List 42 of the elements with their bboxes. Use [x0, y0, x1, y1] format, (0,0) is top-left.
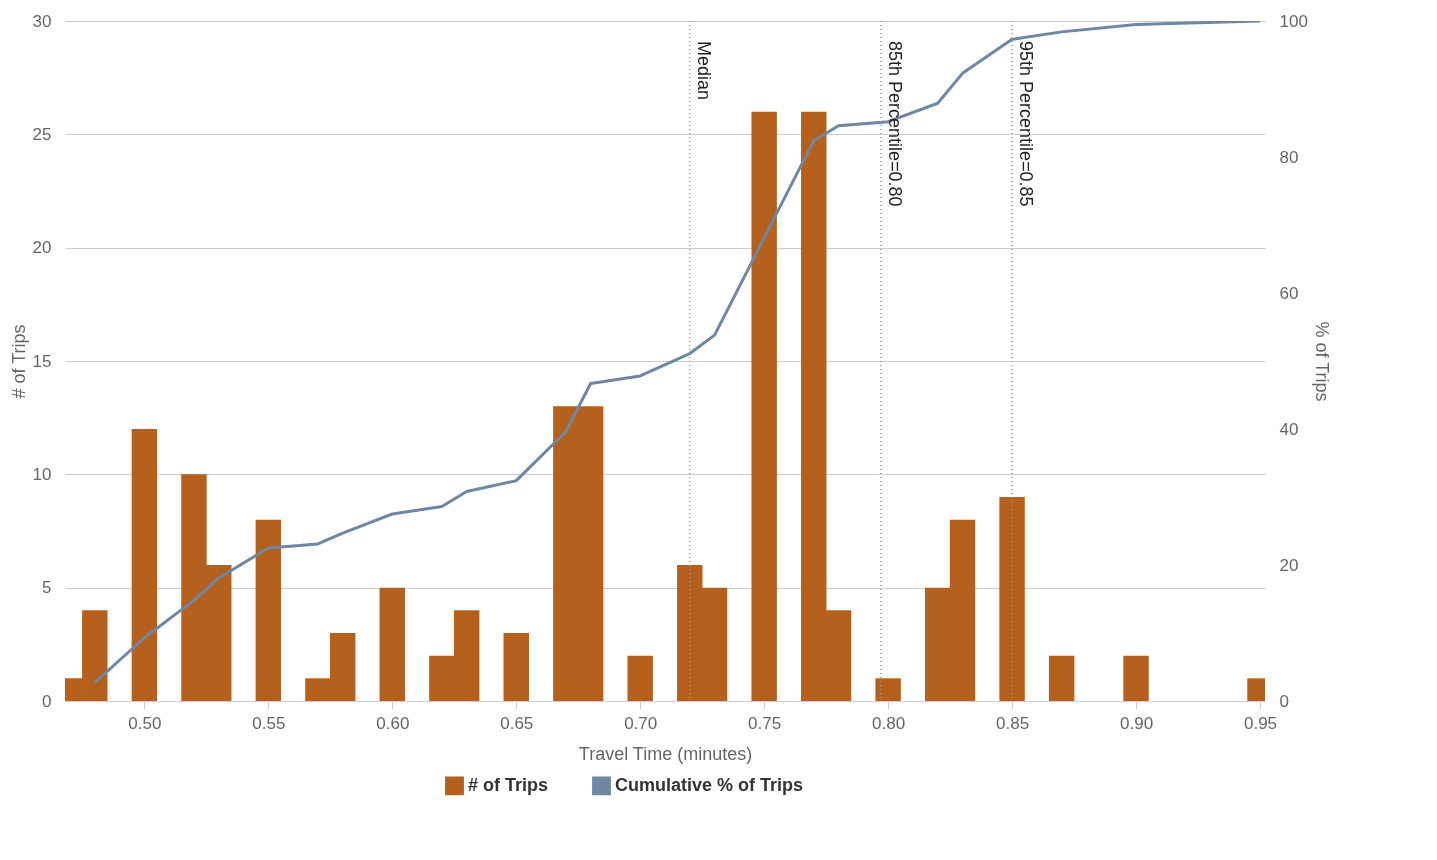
legend-label: Cumulative % of Trips: [615, 774, 804, 795]
ref-line-label: 85th Percentile=0.80: [884, 41, 905, 207]
ref-line-label: 95th Percentile=0.85: [1016, 41, 1037, 207]
bar: [751, 111, 777, 701]
bar: [503, 633, 529, 701]
y2-tick-label: 60: [1279, 283, 1299, 303]
bar: [1048, 655, 1075, 701]
bar: [379, 587, 405, 701]
y2-tick-label: 20: [1279, 555, 1299, 575]
y-tick-label: 20: [32, 238, 52, 258]
y-tick-label: 0: [42, 691, 52, 711]
x-tick-label: 0.85: [996, 713, 1030, 733]
y2-tick-label: 0: [1279, 691, 1289, 711]
y2-tick-label: 40: [1279, 419, 1299, 439]
x-tick-label: 0.70: [624, 713, 658, 733]
line-series: [93, 21, 1262, 685]
bar: [1123, 655, 1149, 701]
x-tick-label: 0.95: [1243, 713, 1278, 733]
legend-label: # of Trips: [468, 774, 549, 795]
x-tick-label: 0.55: [252, 713, 286, 733]
y2-tick-label: 100: [1279, 11, 1308, 31]
y-tick-label: 30: [32, 11, 52, 31]
x-tick-label: 0.75: [748, 713, 782, 733]
bar: [255, 519, 282, 701]
x-tick-label: 0.60: [376, 713, 410, 733]
bar: [131, 429, 158, 701]
bar: [627, 655, 653, 701]
ref-line-label: Median: [693, 41, 714, 101]
x-tick-label: 0.90: [1119, 713, 1154, 733]
x-tick-label: 0.50: [128, 713, 162, 733]
y2-axis-title: % of Trips: [1311, 321, 1332, 402]
y-tick-label: 25: [32, 124, 52, 144]
y-tick-label: 15: [32, 351, 52, 371]
x-tick-label: 0.80: [872, 713, 906, 733]
y2-tick-label: 80: [1279, 147, 1299, 167]
bar: [875, 678, 901, 701]
y-tick-label: 10: [32, 464, 52, 484]
x-axis-title: Travel Time (minutes): [578, 743, 753, 764]
y-tick-label: 5: [42, 578, 52, 598]
bar: [999, 497, 1025, 701]
y-axis-title: # of Trips: [8, 324, 29, 399]
x-tick-label: 0.65: [500, 713, 534, 733]
